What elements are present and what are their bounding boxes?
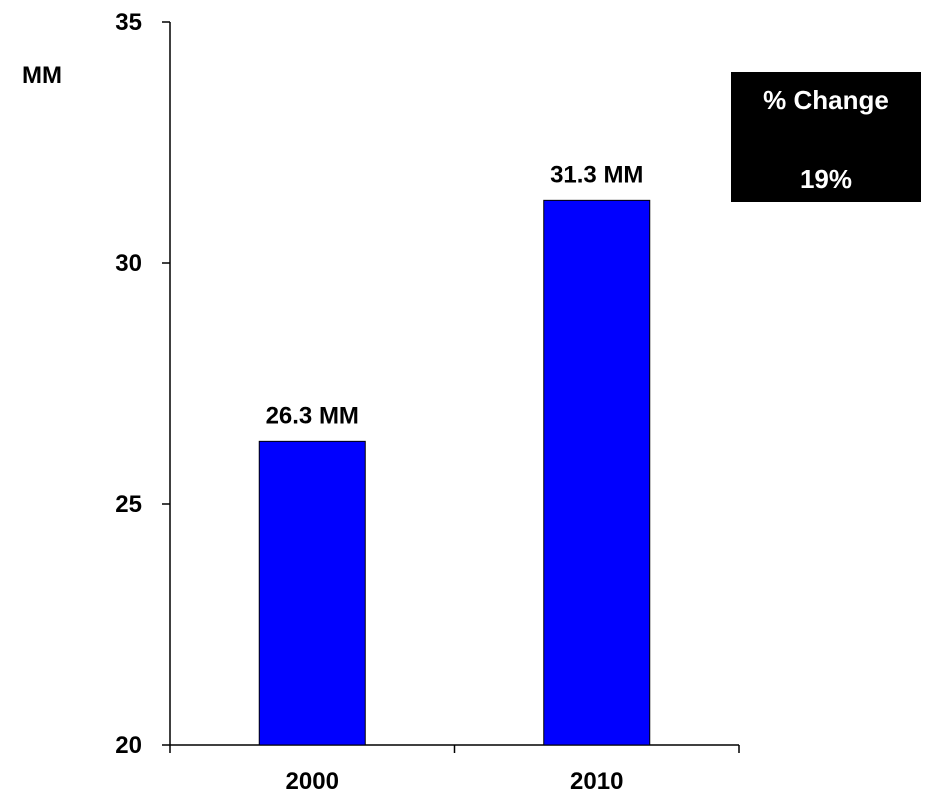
percent-change-value: 19%	[799, 164, 853, 194]
x-category-label: 2000	[286, 768, 339, 795]
y-tick-label: 20	[115, 732, 142, 759]
chart-axes	[162, 21, 740, 753]
chart-bars	[258, 199, 651, 746]
bar	[258, 440, 366, 746]
percent-change-title: % Change	[763, 85, 889, 115]
chart-labels: 20 25 30 35 26.3 MM 2000 31.3 MM 2010	[115, 9, 643, 795]
y-tick-label: 25	[115, 491, 142, 518]
percent-change-box: % Change 19%	[731, 72, 921, 202]
bar	[543, 199, 651, 746]
y-tick-label: 35	[115, 9, 142, 36]
y-axis-unit-label: MM	[22, 62, 62, 89]
x-category-label: 2010	[570, 768, 623, 795]
bar-data-label: 26.3 MM	[266, 402, 359, 429]
bar-data-label: 31.3 MM	[550, 161, 643, 188]
y-tick-label: 30	[115, 250, 142, 277]
